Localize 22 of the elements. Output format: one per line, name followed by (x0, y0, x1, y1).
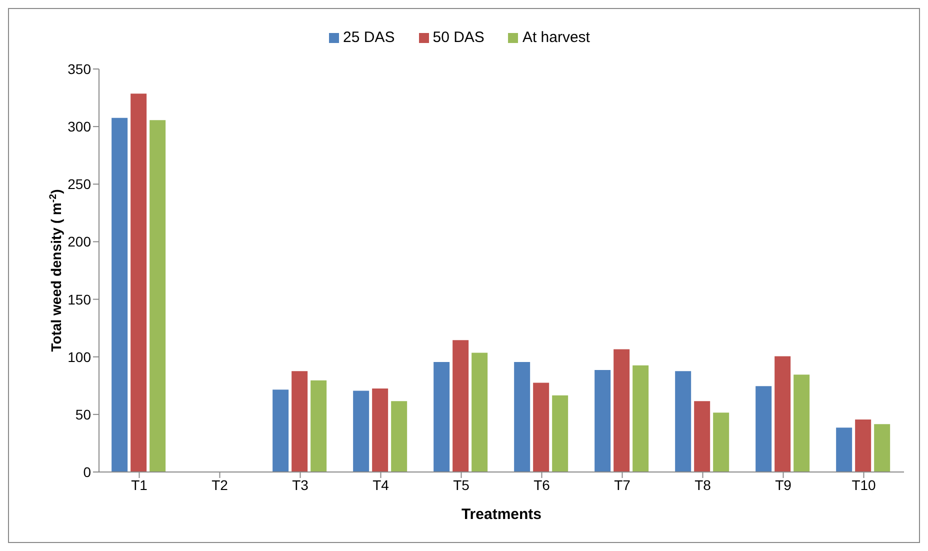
y-tick-label: 300 (68, 118, 92, 135)
y-tick-label: 150 (68, 291, 92, 308)
x-tick-label: T2 (212, 476, 228, 493)
x-tick-label: T9 (775, 476, 792, 493)
x-tick-label: T4 (372, 476, 390, 493)
x-tick-label: T8 (694, 476, 712, 493)
y-tick-label: 50 (75, 406, 92, 422)
legend-label: 25 DAS (343, 29, 395, 46)
y-tick-label: 350 (68, 60, 92, 77)
y-tick-label: 200 (68, 234, 92, 250)
y-tick-label: 0 (83, 464, 92, 480)
x-tick-label: T6 (534, 476, 550, 493)
x-tick-label: T5 (453, 476, 470, 493)
y-tick-label: 250 (68, 176, 92, 192)
x-axis-title: Treatments (461, 506, 542, 523)
x-tick-label: T7 (614, 476, 631, 493)
legend-label: 50 DAS (432, 29, 484, 46)
legend-label: At harvest (522, 29, 590, 46)
x-tick-label: T3 (292, 476, 309, 493)
x-tick-label: T1 (131, 476, 148, 493)
x-tick-label: T10 (852, 476, 876, 493)
y-tick-label: 100 (68, 348, 92, 365)
